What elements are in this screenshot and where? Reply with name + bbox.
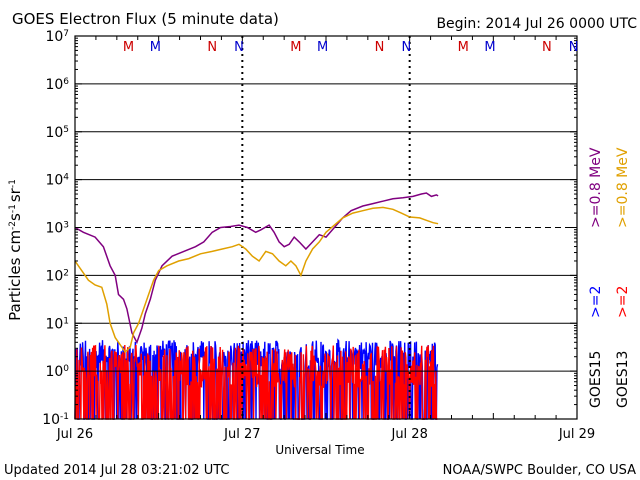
y-tick-label: 10-1 (42, 412, 69, 428)
noon-midnight-marker: M (484, 40, 495, 55)
noon-midnight-marker: N (542, 40, 552, 55)
noon-midnight-marker: M (123, 40, 134, 55)
noon-midnight-marker: N (569, 40, 579, 55)
updated-time: Updated 2014 Jul 28 03:21:02 UTC (4, 463, 229, 478)
y-tick-label: 102 (45, 268, 69, 284)
noon-midnight-marker: M (458, 40, 469, 55)
noon-midnight-marker: M (317, 40, 328, 55)
series-line-goes15-08mev (74, 192, 439, 345)
noon-midnight-marker: M (150, 40, 161, 55)
x-tick-label: Jul 28 (390, 427, 427, 442)
y-tick-label: 101 (45, 316, 69, 332)
x-tick-label: Jul 27 (223, 427, 260, 442)
y-axis-label: Particles cm-2s-1sr-1 (6, 179, 24, 321)
series-line-goes13-2mev (74, 344, 438, 420)
x-axis-label: Universal Time (275, 443, 364, 457)
legend-label: GOES13 (615, 351, 631, 408)
y-tick-label: 106 (45, 77, 69, 93)
x-tick-label: Jul 26 (56, 427, 93, 442)
series-line-goes13-08mev (74, 206, 439, 354)
legend-label: >=0.8 MeV (588, 147, 604, 228)
credit-text: NOAA/SWPC Boulder, CO USA (443, 463, 636, 478)
noon-midnight-marker: M (290, 40, 301, 55)
noon-midnight-marker: N (207, 40, 217, 55)
y-tick-label: 107 (45, 29, 69, 45)
chart-title: GOES Electron Flux (5 minute data) (12, 10, 279, 28)
y-tick-label: 104 (45, 173, 69, 189)
legend-label: >=2 (588, 286, 604, 318)
legend-label: >=2 (615, 286, 631, 318)
legend-label: GOES15 (588, 351, 604, 408)
legend-label: >=0.8 MeV (615, 147, 631, 228)
noon-midnight-marker: N (401, 40, 411, 55)
begin-time: Begin: 2014 Jul 26 0000 UTC (436, 16, 637, 32)
y-tick-label: 103 (45, 221, 69, 237)
noon-midnight-marker: N (375, 40, 385, 55)
y-tick-label: 105 (45, 125, 69, 141)
noon-midnight-marker: N (234, 40, 244, 55)
x-tick-label: Jul 29 (558, 427, 595, 442)
y-tick-label: 100 (45, 364, 69, 380)
